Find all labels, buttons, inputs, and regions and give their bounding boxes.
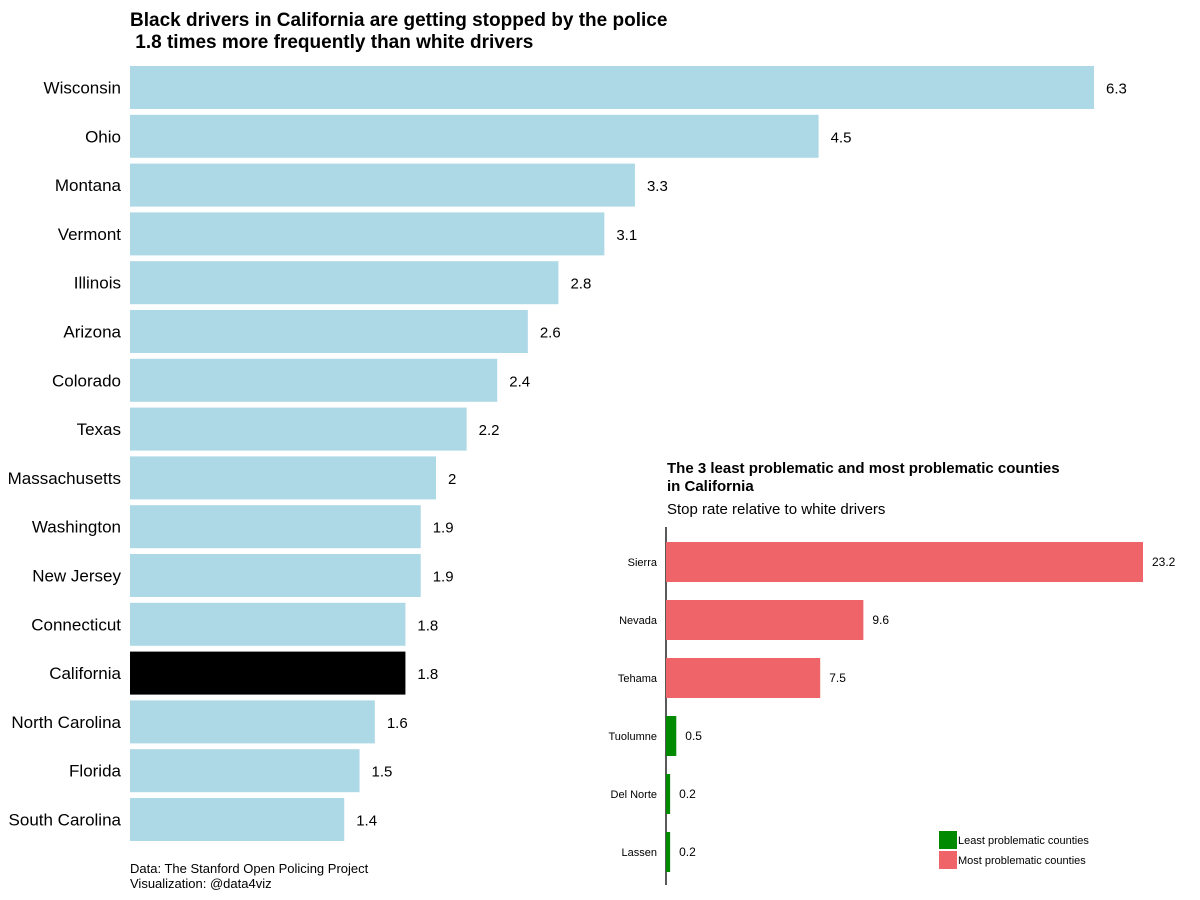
bar-nevada [666,600,864,640]
value-label-ohio: 4.5 [831,129,852,146]
tick-label-illinois: Illinois [74,274,121,293]
value-label-arizona: 2.6 [540,325,561,342]
value-label-wisconsin: 6.3 [1106,81,1127,98]
tick-label-del-norte: Del Norte [611,789,657,801]
value-label-tuolumne: 0.5 [685,729,702,743]
main-title-line-2: 1.8 times more frequently than white dri… [130,32,533,53]
bar-california [130,651,406,695]
main-bars: Wisconsin 6.3 Ohio 4.5 Montana 3.3 Vermont 3.1 I… [8,66,1127,841]
tick-label-ohio: Ohio [85,127,121,146]
caption-line-1: Data: The Stanford Open Policing Project [130,861,369,876]
bar-washington [130,505,421,549]
legend-label-least: Least problematic counties [958,835,1089,847]
tick-label-lassen: Lassen [622,847,657,859]
inset-subtitle: Stop rate relative to white drivers [667,501,885,518]
value-label-colorado: 2.4 [509,373,530,390]
bar-del-norte [666,774,671,814]
value-label-south-carolina: 1.4 [356,813,377,830]
tick-label-montana: Montana [55,176,122,195]
bar-sierra [666,542,1143,582]
legend-swatch-most [939,851,957,869]
bar-colorado [130,358,498,402]
bar-new-jersey [130,554,421,597]
bar-massachusetts [130,456,437,500]
tick-label-connecticut: Connecticut [31,615,121,634]
bar-north-carolina [130,700,375,744]
value-label-vermont: 3.1 [616,227,637,244]
value-label-illinois: 2.8 [570,276,591,293]
tick-label-sierra: Sierra [628,557,658,569]
bar-florida [130,749,360,793]
tick-label-arizona: Arizona [63,323,121,342]
value-label-texas: 2.2 [479,422,500,439]
value-label-connecticut: 1.8 [417,617,438,634]
tick-label-california: California [49,664,121,683]
value-label-tehama: 7.5 [829,671,846,685]
bar-texas [130,407,467,451]
value-label-nevada: 9.6 [872,613,889,627]
tick-label-vermont: Vermont [58,225,122,244]
tick-label-north-carolina: North Carolina [11,713,121,732]
value-label-florida: 1.5 [372,764,393,781]
value-label-california: 1.8 [417,666,438,683]
tick-label-colorado: Colorado [52,371,121,390]
tick-label-south-carolina: South Carolina [9,811,122,830]
bar-montana [130,163,635,207]
tick-label-washington: Washington [32,518,121,537]
tick-label-massachusetts: Massachusetts [8,469,121,488]
tick-label-wisconsin: Wisconsin [44,79,121,98]
bar-lassen [666,832,671,872]
tick-label-nevada: Nevada [619,615,658,627]
legend-label-most: Most problematic counties [958,855,1086,867]
caption-line-2: Visualization: @data4viz [130,876,272,891]
bar-vermont [130,212,605,256]
bar-tuolumne [666,716,677,756]
tick-label-florida: Florida [69,762,122,781]
tick-label-tehama: Tehama [618,673,658,685]
value-label-lassen: 0.2 [679,845,696,859]
value-label-north-carolina: 1.6 [387,715,408,732]
main-title-line-1: Black drivers in California are getting … [130,10,667,31]
bar-ohio [130,114,819,158]
state-bar-chart: Black drivers in California are getting … [8,10,1127,891]
bar-illinois [130,261,559,305]
value-label-new-jersey: 1.9 [433,569,454,586]
bar-arizona [130,310,528,353]
value-label-del-norte: 0.2 [679,787,696,801]
value-label-sierra: 23.2 [1152,555,1176,569]
inset-bars: Sierra 23.2 Nevada 9.6 Tehama 7.5 Tuolumne 0.5 D… [608,542,1176,872]
county-bar-chart: The 3 least problematic and most problem… [600,450,1200,900]
value-label-massachusetts: 2 [448,471,456,488]
bar-tehama [666,658,821,698]
tick-label-new-jersey: New Jersey [32,567,121,586]
legend-swatch-least [939,831,957,849]
inset-title-line-1: The 3 least problematic and most problem… [667,460,1060,477]
value-label-montana: 3.3 [647,178,668,195]
bar-wisconsin [130,66,1094,109]
bar-south-carolina [130,798,345,841]
tick-label-tuolumne: Tuolumne [608,731,657,743]
inset-title-line-2: in California [667,478,754,495]
inset-legend: Least problematic counties Most problemat… [939,831,1089,869]
bar-connecticut [130,602,406,646]
value-label-washington: 1.9 [433,520,454,537]
tick-label-texas: Texas [77,420,121,439]
